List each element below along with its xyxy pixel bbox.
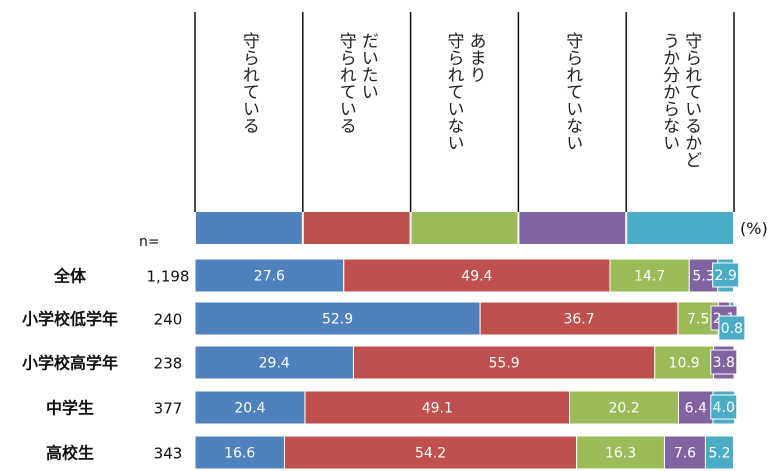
row-n-5: 343 xyxy=(154,445,183,463)
n-header: n= xyxy=(139,234,160,250)
bar-5-4 xyxy=(663,435,706,470)
series-header-4-line-1: 守られていない xyxy=(562,32,583,151)
value-label-4-2: 49.1 xyxy=(422,401,453,417)
series-header-2-line-2: 守られている xyxy=(336,32,357,134)
value-label-1-3: 14.7 xyxy=(634,269,665,285)
row-label-2: 小学校低学年 xyxy=(22,310,118,329)
row-n-1: 1,198 xyxy=(147,268,190,286)
legend-swatch-1 xyxy=(196,212,302,244)
bar-4-4 xyxy=(677,390,714,425)
value-label-5-2: 54.2 xyxy=(415,446,446,462)
value-label-4-3: 20.2 xyxy=(608,401,639,417)
bar-5-3 xyxy=(576,435,665,470)
legend-swatch-3 xyxy=(411,212,518,244)
bar-4-2 xyxy=(304,390,571,425)
row-label-3: 小学校高学年 xyxy=(22,354,118,373)
legend-swatch-5 xyxy=(627,212,733,244)
series-header-3-line-2: 守られていない xyxy=(444,32,465,151)
value-label-5-3: 16.3 xyxy=(605,446,636,462)
unit-label: (%) xyxy=(740,219,768,238)
row-label-1: 全体 xyxy=(53,267,87,286)
value-label-3-2: 55.9 xyxy=(489,356,520,372)
value-label-5-4: 7.6 xyxy=(674,446,696,462)
value-label-3-1: 29.4 xyxy=(259,356,290,372)
value-callout-2-5 xyxy=(718,315,746,341)
bar-2-1 xyxy=(194,301,481,336)
value-label-1-2: 49.4 xyxy=(461,269,492,285)
bar-2-2 xyxy=(479,301,679,336)
value-label-3-3: 10.9 xyxy=(669,356,700,372)
value-callout-1-5 xyxy=(712,262,740,288)
series-header-5-line-2: うか分からない xyxy=(659,32,680,151)
bar-3-2 xyxy=(352,345,656,380)
row-n-4: 377 xyxy=(154,400,183,418)
series-header-3-line-1: あまり xyxy=(466,32,486,83)
bar-5-5 xyxy=(704,435,734,470)
value-label-4-5: 4.0 xyxy=(713,400,735,416)
series-header-5-line-1: 守られているかど xyxy=(681,32,702,168)
legend-swatch-2 xyxy=(303,212,410,244)
series-header-1-line-1: 守られている xyxy=(239,32,260,134)
value-label-2-1: 52.9 xyxy=(322,312,353,328)
value-label-5-1: 16.6 xyxy=(224,446,255,462)
legend-swatch-4 xyxy=(519,212,626,244)
value-label-3-4: 3.8 xyxy=(713,355,735,371)
bar-4-1 xyxy=(194,390,306,425)
bar-5-2 xyxy=(283,435,578,470)
row-label-5: 高校生 xyxy=(46,444,94,463)
row-label-4: 中学生 xyxy=(46,399,94,418)
value-label-1-4: 5.3 xyxy=(692,269,714,285)
value-label-1-1: 27.6 xyxy=(254,269,285,285)
row-n-3: 238 xyxy=(154,355,183,373)
bar-3-1 xyxy=(194,345,354,380)
bar-1-1 xyxy=(194,258,345,293)
value-callout-3-4 xyxy=(710,349,738,375)
row-n-2: 240 xyxy=(154,311,183,329)
value-label-4-4: 6.4 xyxy=(685,401,707,417)
value-callout-4-5 xyxy=(710,394,738,420)
value-label-2-3: 7.5 xyxy=(687,312,709,328)
series-header-2-line-1: だいたい xyxy=(358,32,378,100)
bar-5-1 xyxy=(194,435,285,470)
value-label-1-5: 2.9 xyxy=(715,268,737,284)
value-label-5-5: 5.2 xyxy=(708,446,730,462)
value-label-4-1: 20.4 xyxy=(234,401,265,417)
value-label-2-5: 0.8 xyxy=(721,321,743,337)
value-label-2-2: 36.7 xyxy=(563,312,594,328)
bar-3-3 xyxy=(654,345,715,380)
bar-4-3 xyxy=(569,390,679,425)
